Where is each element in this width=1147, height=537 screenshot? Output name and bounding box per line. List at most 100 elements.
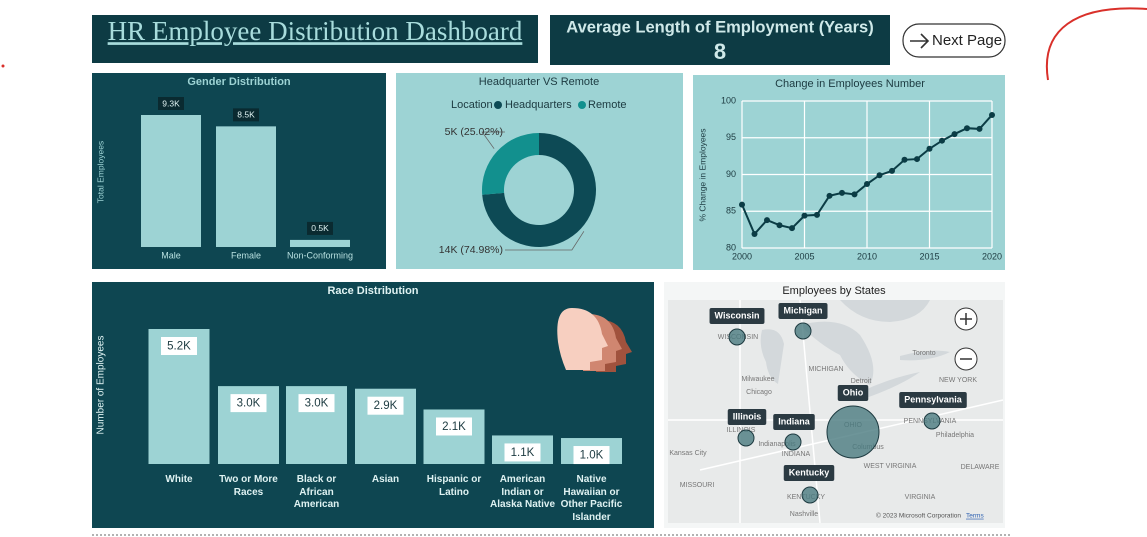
state-label-bg xyxy=(727,409,767,425)
x-tick-label: 2020 xyxy=(982,251,1002,261)
state-bubble xyxy=(826,405,880,459)
point xyxy=(826,192,833,199)
y-tick-label: 80 xyxy=(726,242,736,252)
bar xyxy=(216,126,276,247)
data-label-bg xyxy=(367,396,404,415)
data-label: 0.5K xyxy=(311,223,329,233)
x-tick-label: 2005 xyxy=(794,251,814,261)
point xyxy=(839,189,845,196)
x-tick-label: 2010 xyxy=(857,251,877,261)
button-label[interactable]: Next Page xyxy=(932,32,1002,49)
x-tick-label: Native Hawaiian or Other Pacific Islande… xyxy=(560,474,623,523)
state-bubble xyxy=(794,322,812,340)
x-tick-label: 2015 xyxy=(919,251,939,261)
state-bubble xyxy=(801,486,819,504)
zoom-in-icon[interactable] xyxy=(960,313,972,325)
legend-title: Location xyxy=(451,99,493,111)
y-tick-label: 95 xyxy=(726,132,736,142)
head-icon xyxy=(557,308,632,372)
state-label-bg xyxy=(773,414,815,430)
chart-title: Race Distribution xyxy=(327,285,418,297)
state-label: Illinois xyxy=(733,411,762,421)
x-tick-label: Asian xyxy=(371,474,400,485)
x-tick-label: Black or African American xyxy=(293,474,340,510)
state-bubble xyxy=(784,433,802,451)
state-label-bg xyxy=(837,385,869,401)
place-label: Detroit xyxy=(851,378,872,385)
map-terms[interactable]: Terms xyxy=(966,513,984,520)
point xyxy=(939,137,945,144)
button-bg[interactable] xyxy=(902,23,1006,58)
dot xyxy=(1,64,5,68)
data-label-bg xyxy=(436,417,472,436)
place-label: Chicago xyxy=(746,389,772,396)
state-bubble xyxy=(728,328,746,346)
place-label: VIRGINIA xyxy=(905,494,936,501)
point xyxy=(789,225,795,232)
leader-line xyxy=(505,231,585,251)
x-tick-label: Female xyxy=(231,250,261,260)
x-tick-label: Hispanic or Latino xyxy=(426,474,482,498)
y-tick-label: 90 xyxy=(726,169,736,179)
data-label-bg xyxy=(158,97,184,110)
state-label-bg xyxy=(709,308,765,324)
chart-title: Gender Distribution xyxy=(187,76,291,88)
point xyxy=(764,217,770,224)
place-label: Nashville xyxy=(790,511,819,518)
y-axis-label: Number of Employees xyxy=(96,336,107,435)
data-label-bg xyxy=(233,108,259,122)
state-bubble xyxy=(923,412,941,430)
panel xyxy=(693,75,1005,270)
data-label-bg xyxy=(573,446,610,465)
lake xyxy=(800,321,874,385)
state-label: Kentucky xyxy=(789,467,830,477)
y-tick-label: 100 xyxy=(721,95,736,105)
state-label: Pennsylvania xyxy=(904,394,963,404)
bar xyxy=(290,239,350,247)
legend-label: Remote xyxy=(588,99,627,111)
data-label: 5.2K xyxy=(167,341,191,353)
legend-marker xyxy=(578,101,586,109)
point xyxy=(976,125,983,132)
map-title: Employees by States xyxy=(782,285,886,297)
point xyxy=(901,156,908,163)
data-label: 9.3K xyxy=(162,98,180,108)
place-label: MICHIGAN xyxy=(809,366,844,373)
dashboard-title: HR Employee Distribution Dashboard xyxy=(108,16,523,46)
place-label: MISSOURI xyxy=(680,482,715,489)
point xyxy=(864,181,870,188)
data-label-bg xyxy=(161,337,197,355)
point xyxy=(876,172,883,179)
point xyxy=(989,111,995,118)
x-tick-label: Non-Conforming xyxy=(287,250,353,260)
data-label: 5K (25.02%) xyxy=(445,126,503,138)
place-label: WEST VIRGINIA xyxy=(864,463,917,470)
data-label: 14K (74.98%) xyxy=(439,244,503,256)
kpi-label: Average Length of Employment (Years) xyxy=(566,18,873,36)
x-tick-label: American Indian or Alaska Native xyxy=(489,474,556,510)
y-axis-label: Total Employees xyxy=(95,141,105,203)
place-label: Milwaukee xyxy=(741,376,774,383)
head xyxy=(557,308,608,370)
arrow-icon[interactable] xyxy=(910,33,930,49)
scribble xyxy=(1045,7,1147,81)
point xyxy=(926,145,933,152)
point xyxy=(851,191,858,198)
data-label: 3.0K xyxy=(305,398,329,410)
next-page-button[interactable]: Next Page xyxy=(902,23,1006,58)
x-tick-label: Two or More Races xyxy=(219,474,278,498)
data-label-bg xyxy=(307,221,333,235)
lake xyxy=(860,372,920,398)
donut-slice xyxy=(482,133,596,247)
state-label: Michigan xyxy=(783,305,822,315)
place-label: Kansas City xyxy=(669,450,707,457)
point xyxy=(751,231,758,238)
map-attribution: © 2023 Microsoft Corporation xyxy=(876,512,961,520)
point xyxy=(889,167,895,174)
data-label: 1.0K xyxy=(580,450,604,462)
point xyxy=(814,211,820,218)
x-tick-label: White xyxy=(165,474,193,485)
legend-label: Headquarters xyxy=(505,99,572,111)
kpi-value: 8 xyxy=(714,39,726,64)
